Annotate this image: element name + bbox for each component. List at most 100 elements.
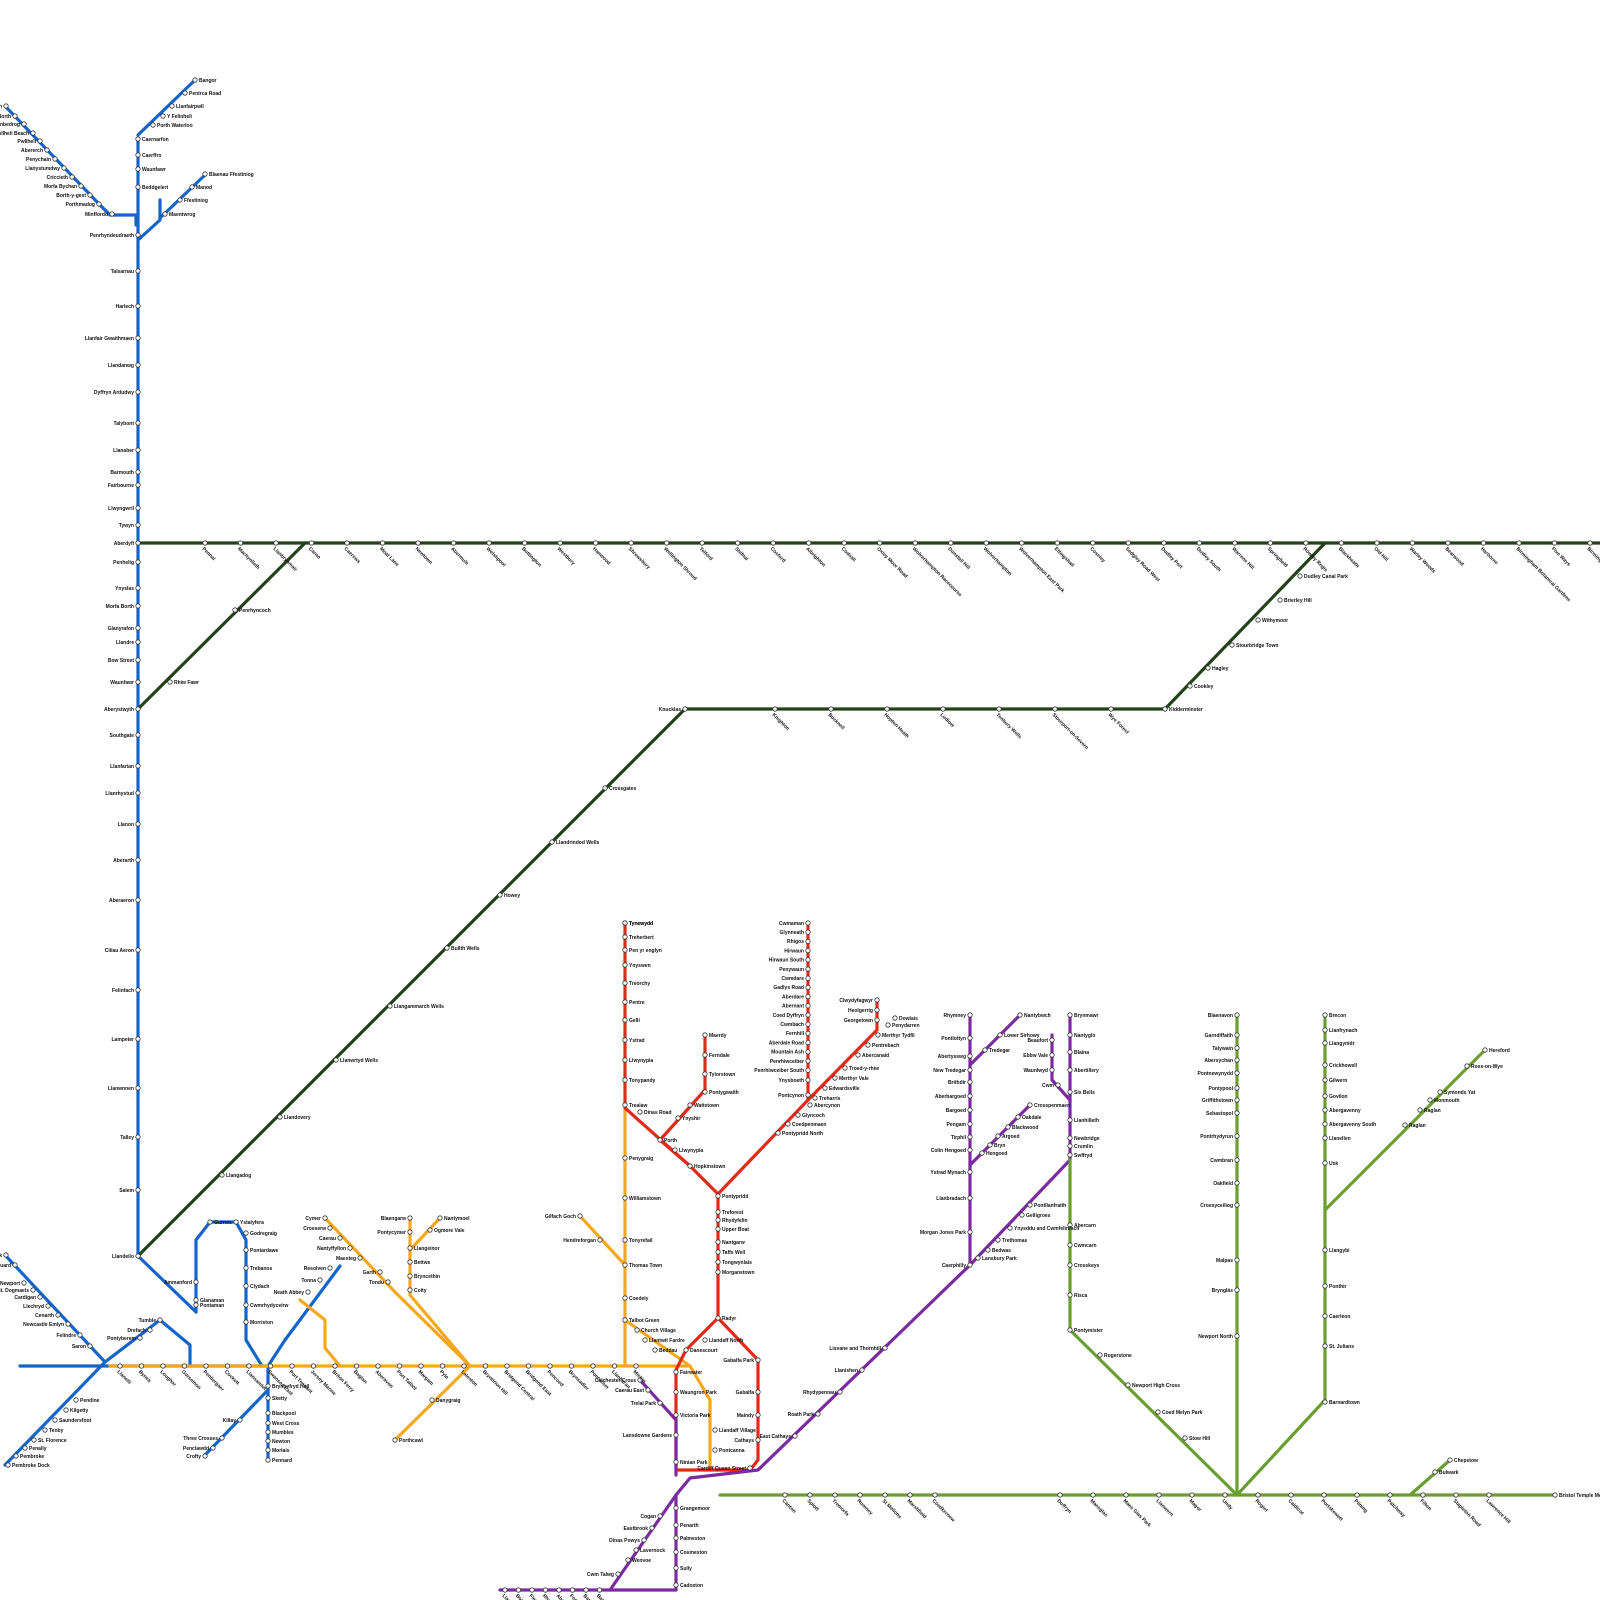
station-marker-georgetown[interactable] [874, 1017, 880, 1023]
station-marker-ob-miskin[interactable] [633, 1363, 639, 1369]
station-marker-drefach[interactable] [147, 1327, 153, 1333]
station-marker-top-carno[interactable] [308, 540, 315, 546]
station-marker-pontcanna[interactable] [712, 1447, 718, 1453]
station-marker-gb-canton[interactable] [782, 1492, 788, 1498]
station-marker-penarth[interactable] [673, 1522, 679, 1528]
station-marker-abertillery[interactable] [1067, 1067, 1073, 1073]
station-marker-cwmcarn[interactable] [1067, 1242, 1073, 1248]
station-marker-brierley-hill[interactable] [1277, 597, 1283, 603]
station-marker-troed-y-rhiw[interactable] [842, 1065, 848, 1071]
station-marker-aberdale-road[interactable] [805, 1040, 811, 1046]
station-marker-maindy[interactable] [755, 1412, 761, 1418]
station-marker-coed-melyn-park[interactable] [1155, 1409, 1161, 1415]
station-marker-gb-tremorfa[interactable] [832, 1492, 838, 1498]
station-marker-talbot-green[interactable] [622, 1317, 628, 1323]
station-marker-pentrebach[interactable] [865, 1042, 871, 1048]
station-marker-top-buttington[interactable] [522, 540, 528, 546]
station-marker-tredegar[interactable] [982, 1047, 988, 1053]
station-marker-pwllheli[interactable] [37, 138, 43, 144]
station-marker-pontycymer[interactable] [407, 1229, 413, 1235]
station-marker-knucklas[interactable] [682, 706, 688, 712]
station-marker-penygraig[interactable] [622, 1155, 628, 1161]
station-marker-treforest[interactable] [715, 1209, 721, 1215]
station-marker-ynyswen[interactable] [622, 962, 628, 968]
station-marker-clwydyfagwyr[interactable] [874, 997, 880, 1003]
station-marker-rhiw-fawr[interactable] [167, 679, 173, 685]
station-marker-criccieth[interactable] [69, 174, 75, 180]
station-marker-ob-pencoed[interactable] [547, 1363, 553, 1369]
station-marker-morganstown[interactable] [715, 1269, 721, 1275]
station-marker-gb-portskewett[interactable] [1321, 1492, 1327, 1498]
station-marker-ystrad[interactable] [622, 1037, 628, 1043]
station-marker-hengoed[interactable] [979, 1150, 985, 1156]
station-marker-waunfawr[interactable] [135, 679, 141, 685]
station-marker-bedwas[interactable] [985, 1247, 991, 1253]
station-marker-talywain[interactable] [1234, 1045, 1240, 1051]
station-marker-fairwater[interactable] [673, 1369, 679, 1375]
station-marker-goodwick[interactable] [3, 1252, 9, 1258]
station-marker-gelligroes[interactable] [1019, 1212, 1025, 1218]
station-marker-top-bearwood[interactable] [1445, 540, 1451, 546]
station-marker-blackwood[interactable] [1005, 1124, 1011, 1130]
station-marker-fishguard[interactable] [12, 1262, 18, 1268]
station-marker-stow-hill[interactable] [1182, 1435, 1188, 1441]
station-marker-st-dogmaels[interactable] [30, 1287, 36, 1293]
station-marker-roath-park[interactable] [815, 1411, 821, 1417]
station-marker-top-dunstall-hill[interactable] [948, 540, 954, 546]
station-marker-glynneath[interactable] [805, 929, 811, 935]
station-marker-dyffryn-ardudwy[interactable] [135, 389, 141, 395]
station-marker-abererch[interactable] [44, 147, 50, 153]
station-marker-sully[interactable] [673, 1565, 679, 1571]
station-marker-maerdy[interactable] [702, 1032, 708, 1038]
station-marker-caernarfon[interactable] [135, 136, 141, 142]
station-marker-govilon[interactable] [1322, 1093, 1328, 1099]
station-marker-gb-patchway[interactable] [1387, 1492, 1393, 1498]
station-marker-waungron-park[interactable] [673, 1389, 679, 1395]
station-marker-felinfach[interactable] [135, 987, 141, 993]
station-marker-tumble[interactable] [157, 1317, 163, 1323]
station-marker-lower-sirhowy[interactable] [997, 1032, 1003, 1038]
station-marker-ob-bryntirion-hill[interactable] [482, 1363, 489, 1369]
station-marker-morlais[interactable] [265, 1447, 271, 1453]
station-marker-bangor[interactable] [192, 77, 198, 83]
station-marker-pb-barry[interactable] [596, 1587, 603, 1593]
station-marker-top-wolverhampton-east-park[interactable] [1019, 540, 1025, 546]
station-marker-pb-flemingston[interactable] [529, 1587, 535, 1593]
station-marker-top-welshpool[interactable] [486, 540, 492, 546]
station-marker-howey[interactable] [497, 892, 503, 898]
station-marker-three-crosses[interactable] [219, 1435, 225, 1441]
station-marker-west-cross[interactable] [265, 1420, 271, 1426]
station-marker-rhigos[interactable] [805, 938, 811, 945]
station-marker-llanfarian[interactable] [135, 763, 141, 769]
station-marker-dinas-road[interactable] [637, 1109, 643, 1115]
station-marker-mid-tenbury-wells[interactable] [996, 706, 1002, 712]
station-marker-gb-marshfield[interactable] [907, 1492, 913, 1498]
station-marker-ross-on-wye[interactable] [1464, 1063, 1470, 1069]
station-marker-victoria-park[interactable] [673, 1412, 679, 1418]
station-marker-argoed[interactable] [995, 1133, 1001, 1139]
station-marker-danygraig[interactable] [429, 1397, 435, 1403]
station-marker-caerleon[interactable] [1322, 1313, 1328, 1319]
station-marker-barmouth[interactable] [135, 469, 141, 475]
station-marker-gurnos[interactable] [207, 1219, 213, 1225]
station-marker-pontardawe[interactable] [243, 1247, 249, 1253]
station-marker-cookley[interactable] [1187, 683, 1193, 689]
station-marker-lansbury-park[interactable] [975, 1255, 981, 1261]
station-marker-top-dudley-south[interactable] [1196, 540, 1202, 546]
station-marker-tywyn[interactable] [135, 522, 141, 528]
station-marker-gelli[interactable] [622, 1017, 628, 1023]
station-marker-morgan-jones-park[interactable] [967, 1229, 973, 1235]
station-marker-ob-llanharan[interactable] [611, 1363, 618, 1369]
station-marker-blaenau-ffestiniog[interactable] [202, 171, 208, 177]
station-marker-crosskeys[interactable] [1067, 1262, 1073, 1268]
station-marker-mid-ludlow[interactable] [940, 706, 946, 712]
station-marker-llangynidr[interactable] [1322, 1040, 1328, 1046]
station-marker-llechryd[interactable] [45, 1303, 51, 1309]
station-marker-porth[interactable] [657, 1137, 663, 1143]
station-marker-ponthir[interactable] [1322, 1283, 1328, 1289]
station-marker-gabalfa[interactable] [755, 1389, 761, 1395]
station-marker-cathays[interactable] [755, 1437, 761, 1443]
station-marker-tondu[interactable] [385, 1279, 391, 1285]
station-marker-top-springfield[interactable] [1267, 540, 1273, 546]
station-marker-ogmore-vale[interactable] [427, 1227, 433, 1233]
